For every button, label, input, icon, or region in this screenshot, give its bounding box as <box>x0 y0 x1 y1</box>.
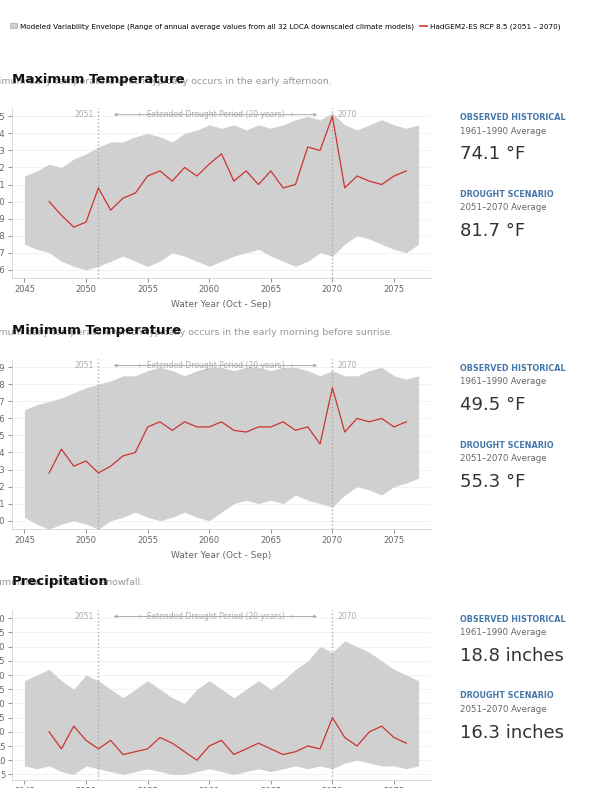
Text: 81.7 °F: 81.7 °F <box>459 222 525 240</box>
Text: 18.8 inches: 18.8 inches <box>459 647 563 665</box>
Text: DROUGHT SCENARIO: DROUGHT SCENARIO <box>459 190 554 199</box>
Text: 2051–2070 Average: 2051–2070 Average <box>459 203 546 212</box>
Text: Maximum Temperature: Maximum Temperature <box>12 72 185 86</box>
Text: 2070: 2070 <box>337 110 357 119</box>
Text: 2051: 2051 <box>74 612 93 621</box>
Text: 2051–2070 Average: 2051–2070 Average <box>459 705 546 714</box>
Text: 55.3 °F: 55.3 °F <box>459 473 525 491</box>
Text: OBSERVED HISTORICAL: OBSERVED HISTORICAL <box>459 364 565 373</box>
Text: 1961–1990 Average: 1961–1990 Average <box>459 127 546 136</box>
X-axis label: Water Year (Oct - Sep): Water Year (Oct - Sep) <box>171 551 272 559</box>
Text: 2051: 2051 <box>74 110 93 119</box>
Text: ← Extended Drought Period (20 years) →: ← Extended Drought Period (20 years) → <box>138 361 293 370</box>
Text: OBSERVED HISTORICAL: OBSERVED HISTORICAL <box>459 113 565 122</box>
Text: 2051: 2051 <box>74 361 93 370</box>
Text: ← Extended Drought Period (20 years) →: ← Extended Drought Period (20 years) → <box>138 110 293 119</box>
Legend: Modeled Variability Envelope (Range of annual average values from all 32 LOCA do: Modeled Variability Envelope (Range of a… <box>10 23 560 30</box>
Text: 49.5 °F: 49.5 °F <box>459 396 525 414</box>
Text: 2070: 2070 <box>337 612 357 621</box>
Text: 74.1 °F: 74.1 °F <box>459 145 525 163</box>
Text: DROUGHT SCENARIO: DROUGHT SCENARIO <box>459 440 554 450</box>
Text: OBSERVED HISTORICAL: OBSERVED HISTORICAL <box>459 615 565 624</box>
Text: Minimum daily temperature which typically occurs in the early morning before sun: Minimum daily temperature which typicall… <box>0 328 393 336</box>
Text: ← Extended Drought Period (20 years) →: ← Extended Drought Period (20 years) → <box>138 612 293 621</box>
Text: Maximum daily temperature which typically occurs in the early afternoon.: Maximum daily temperature which typicall… <box>0 76 331 86</box>
Text: Minimum Temperature: Minimum Temperature <box>12 324 181 336</box>
Text: DROUGHT SCENARIO: DROUGHT SCENARIO <box>459 692 554 701</box>
Text: 1961–1990 Average: 1961–1990 Average <box>459 377 546 386</box>
Text: Precipitation: Precipitation <box>12 574 109 588</box>
Text: 16.3 inches: 16.3 inches <box>459 724 564 742</box>
Text: 2070: 2070 <box>337 361 357 370</box>
Text: Accumulated rainfall and snowfall.: Accumulated rainfall and snowfall. <box>0 578 143 588</box>
Text: 2051–2070 Average: 2051–2070 Average <box>459 454 546 463</box>
Text: 1961–1990 Average: 1961–1990 Average <box>459 628 546 637</box>
X-axis label: Water Year (Oct - Sep): Water Year (Oct - Sep) <box>171 299 272 309</box>
